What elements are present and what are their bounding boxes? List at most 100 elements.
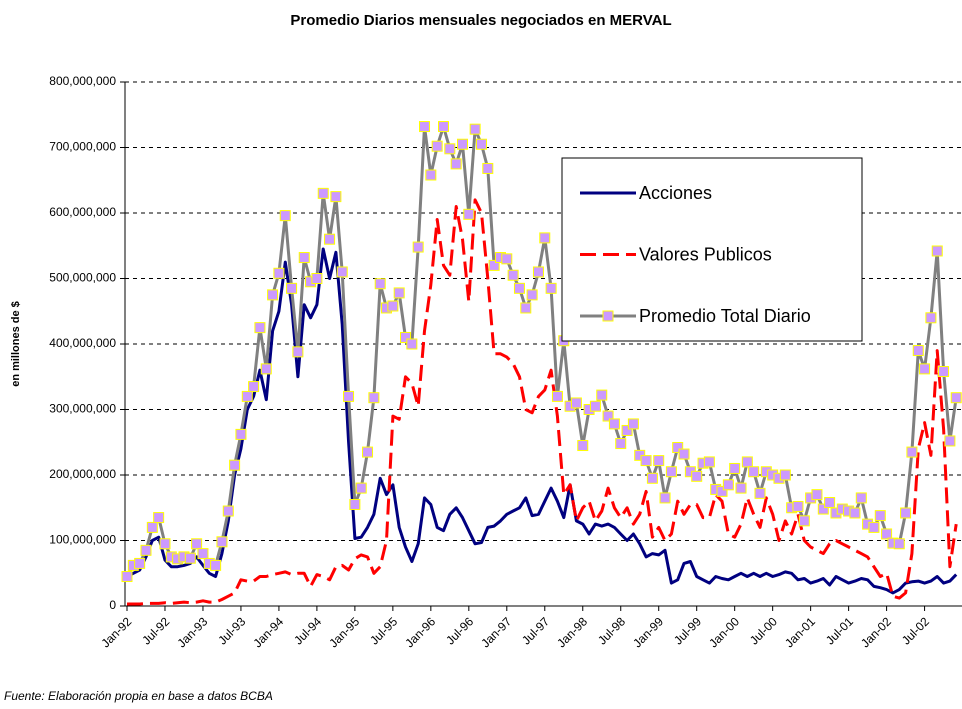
data-marker — [374, 278, 386, 290]
data-marker — [532, 266, 544, 278]
data-marker — [849, 507, 861, 519]
legend-label: Valores Publicos — [639, 244, 772, 264]
data-marker — [330, 191, 342, 203]
data-marker — [235, 428, 247, 440]
data-marker — [855, 492, 867, 504]
y-tick-label: 800,000,000 — [49, 74, 116, 88]
data-marker — [589, 400, 601, 412]
data-marker — [798, 515, 810, 527]
data-marker — [507, 269, 519, 281]
data-marker — [570, 397, 582, 409]
data-marker — [343, 390, 355, 402]
data-marker — [950, 392, 962, 404]
y-tick-label: 600,000,000 — [49, 205, 116, 219]
x-tick-label: Jul-02 — [899, 614, 932, 647]
data-marker — [153, 512, 165, 524]
data-marker — [273, 267, 285, 279]
data-marker — [488, 259, 500, 271]
data-marker — [659, 492, 671, 504]
data-marker — [520, 302, 532, 314]
data-marker — [362, 446, 374, 458]
legend-marker — [602, 310, 614, 322]
x-tick-label: Jan-94 — [250, 614, 286, 650]
y-tick-label: 300,000,000 — [49, 402, 116, 416]
data-marker — [817, 503, 829, 515]
data-marker — [216, 536, 228, 548]
data-marker — [450, 158, 462, 170]
data-marker — [482, 162, 494, 174]
data-marker — [286, 282, 298, 294]
data-marker — [672, 441, 684, 453]
x-tick-label: Jul-96 — [443, 614, 476, 647]
data-marker — [140, 544, 152, 556]
y-tick-label: 0 — [109, 598, 116, 612]
x-tick-label: Jul-93 — [215, 614, 248, 647]
data-marker — [197, 548, 209, 560]
data-marker — [444, 143, 456, 155]
data-marker — [292, 346, 304, 358]
data-marker — [355, 482, 367, 494]
data-marker — [912, 345, 924, 357]
data-marker — [925, 312, 937, 324]
data-marker — [260, 363, 272, 375]
data-marker — [729, 462, 741, 474]
data-marker — [368, 392, 380, 404]
x-tick-label: Jul-98 — [595, 614, 628, 647]
data-marker — [298, 252, 310, 264]
data-marker — [640, 455, 652, 467]
data-marker — [722, 479, 734, 491]
data-marker — [931, 245, 943, 257]
data-marker — [267, 289, 279, 301]
data-marker — [874, 510, 886, 522]
x-tick-label: Jan-99 — [630, 614, 666, 650]
data-marker — [279, 210, 291, 222]
data-marker — [229, 459, 241, 471]
y-axis-label: en millones de $ — [10, 301, 22, 387]
x-tick-label: Jul-92 — [139, 614, 172, 647]
data-marker — [210, 559, 222, 571]
data-marker — [621, 424, 633, 436]
y-tick-label: 200,000,000 — [49, 467, 116, 481]
data-marker — [545, 282, 557, 294]
data-marker — [716, 485, 728, 497]
x-tick-label: Jul-95 — [367, 614, 400, 647]
data-marker — [191, 538, 203, 550]
data-marker — [779, 469, 791, 481]
data-marker — [387, 300, 399, 312]
data-marker — [501, 253, 513, 265]
legend-label: Acciones — [639, 183, 712, 203]
data-marker — [868, 521, 880, 533]
data-marker — [665, 466, 677, 478]
data-marker — [792, 500, 804, 512]
data-marker — [881, 528, 893, 540]
x-tick-label: Jul-97 — [519, 614, 552, 647]
data-marker — [254, 322, 266, 334]
data-marker — [475, 138, 487, 150]
data-marker — [400, 331, 412, 343]
x-tick-label: Jan-93 — [174, 614, 210, 650]
data-marker — [615, 438, 627, 450]
data-marker — [691, 470, 703, 482]
data-marker — [513, 282, 525, 294]
data-marker — [602, 410, 614, 422]
data-marker — [456, 138, 468, 150]
x-tick-label: Jan-01 — [782, 614, 818, 650]
x-tick-label: Jan-96 — [402, 614, 438, 650]
data-marker — [944, 435, 956, 447]
data-marker — [146, 521, 158, 533]
data-marker — [539, 232, 551, 244]
data-marker — [703, 456, 715, 468]
data-marker — [811, 489, 823, 501]
data-marker — [893, 538, 905, 550]
data-marker — [248, 381, 260, 393]
data-marker — [425, 169, 437, 181]
x-tick-label: Jul-00 — [747, 614, 780, 647]
data-marker — [577, 440, 589, 452]
data-marker — [419, 121, 431, 133]
data-marker — [678, 448, 690, 460]
data-marker — [349, 498, 361, 510]
data-marker — [311, 273, 323, 284]
data-marker — [324, 233, 336, 245]
x-tick-label: Jan-97 — [478, 614, 514, 650]
